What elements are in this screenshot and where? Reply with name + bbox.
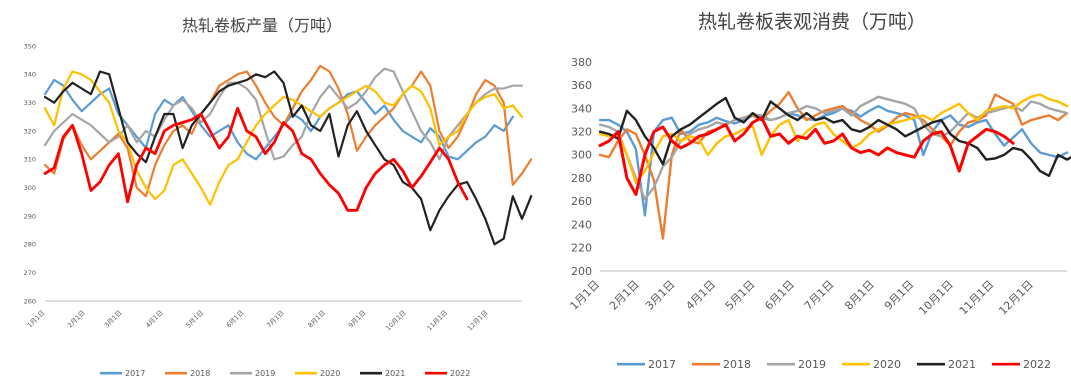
production-legend: 2017 2018 2019 2020 2021 2022 bbox=[100, 369, 470, 378]
consumption-x-tick-label: 6月1日 bbox=[762, 278, 797, 313]
consumption-y-tick-label: 300 bbox=[571, 149, 592, 162]
production-x-tick-label: 2月1日 bbox=[66, 309, 87, 330]
production-y-tick-label: 310 bbox=[24, 156, 36, 164]
production-y-tick-label: 330 bbox=[24, 99, 36, 107]
consumption-x-tick-label: 10月1日 bbox=[916, 278, 956, 318]
production-legend-label-2022: 2022 bbox=[450, 369, 470, 378]
consumption-x-tick-label: 2月1日 bbox=[607, 278, 642, 313]
production-lines bbox=[45, 66, 531, 245]
consumption-y-tick-label: 280 bbox=[571, 172, 592, 185]
consumption-legend-label-2021: 2021 bbox=[948, 358, 976, 371]
production-chart: 热轧卷板产量（万吨） 260 270 280 290 300 310 320 330 340 35… bbox=[24, 16, 532, 378]
consumption-y-tick-label: 380 bbox=[571, 56, 592, 69]
consumption-y-tick-label: 240 bbox=[571, 218, 592, 231]
production-chart-title: 热轧卷板产量（万吨） bbox=[182, 16, 342, 35]
production-y-tick-label: 280 bbox=[24, 241, 36, 249]
consumption-x-tick-label: 1月1日 bbox=[567, 278, 602, 313]
production-x-tick-label: 9月1日 bbox=[347, 309, 368, 330]
production-legend-label-2020: 2020 bbox=[320, 369, 340, 378]
production-y-tick-label: 350 bbox=[24, 42, 36, 50]
consumption-legend-label-2020: 2020 bbox=[873, 358, 901, 371]
production-y-tick-label: 320 bbox=[24, 127, 36, 135]
consumption-chart: 热轧卷板表观消费（万吨） 200 220 240 260 280 300 320 340 360… bbox=[567, 11, 1071, 371]
production-x-tick-label: 4月1日 bbox=[144, 309, 165, 330]
production-y-tick-label: 340 bbox=[24, 71, 36, 79]
consumption-x-tick-label: 8月1日 bbox=[842, 278, 877, 313]
consumption-x-tick-label: 4月1日 bbox=[683, 278, 718, 313]
consumption-y-tick-label: 360 bbox=[571, 79, 592, 92]
consumption-x-tick-label: 11月1日 bbox=[957, 278, 997, 318]
production-y-tick-label: 300 bbox=[24, 184, 36, 192]
production-x-tick-label: 6月1日 bbox=[225, 309, 246, 330]
production-x-tick-label: 5月1日 bbox=[184, 309, 205, 330]
consumption-x-tick-label: 5月1日 bbox=[723, 278, 758, 313]
production-legend-label-2019: 2019 bbox=[255, 369, 275, 378]
consumption-legend-label-2018: 2018 bbox=[723, 358, 751, 371]
consumption-x-tick-label: 9月1日 bbox=[882, 278, 917, 313]
production-legend-label-2021: 2021 bbox=[385, 369, 405, 378]
production-legend-label-2017: 2017 bbox=[125, 369, 145, 378]
consumption-legend-label-2019: 2019 bbox=[798, 358, 826, 371]
production-x-tick-label: 3月1日 bbox=[103, 309, 124, 330]
consumption-x-axis: 1月1日 2月1日 3月1日 4月1日 5月1日 6月1日 7月1日 8月1日 9月1日 10月1… bbox=[567, 271, 1067, 318]
consumption-y-tick-label: 200 bbox=[571, 265, 592, 278]
production-y-tick-label: 290 bbox=[24, 212, 36, 220]
consumption-legend-label-2022: 2022 bbox=[1023, 358, 1051, 371]
production-x-tick-label: 10月1日 bbox=[384, 309, 408, 333]
production-x-tick-label: 11月1日 bbox=[425, 309, 449, 333]
production-x-tick-label: 12月1日 bbox=[466, 309, 490, 333]
consumption-legend: 2017 2018 2019 2020 2021 2022 bbox=[617, 358, 1051, 371]
production-x-axis: 1月1日 2月1日 3月1日 4月1日 5月1日 6月1日 7月1日 8月1日 9月1日 10月1… bbox=[26, 301, 522, 332]
production-y-axis: 260 270 280 290 300 310 320 330 340 350 bbox=[24, 42, 36, 305]
consumption-x-tick-label: 12月1日 bbox=[996, 278, 1036, 318]
consumption-y-tick-label: 260 bbox=[571, 195, 592, 208]
production-x-tick-label: 1月1日 bbox=[26, 309, 47, 330]
consumption-x-tick-label: 3月1日 bbox=[643, 278, 678, 313]
production-x-tick-label: 7月1日 bbox=[265, 309, 286, 330]
consumption-y-axis: 200 220 240 260 280 300 320 340 360 380 bbox=[571, 56, 592, 278]
production-y-tick-label: 270 bbox=[24, 269, 36, 277]
consumption-y-tick-label: 340 bbox=[571, 102, 592, 115]
production-y-tick-label: 260 bbox=[24, 297, 36, 305]
production-x-tick-label: 8月1日 bbox=[306, 309, 327, 330]
consumption-lines bbox=[600, 92, 1071, 238]
consumption-x-tick-label: 7月1日 bbox=[802, 278, 837, 313]
consumption-y-tick-label: 220 bbox=[571, 242, 592, 255]
consumption-y-tick-label: 320 bbox=[571, 126, 592, 139]
consumption-chart-title: 热轧卷板表观消费（万吨） bbox=[698, 11, 926, 33]
consumption-legend-label-2017: 2017 bbox=[648, 358, 676, 371]
production-legend-label-2018: 2018 bbox=[190, 369, 210, 378]
